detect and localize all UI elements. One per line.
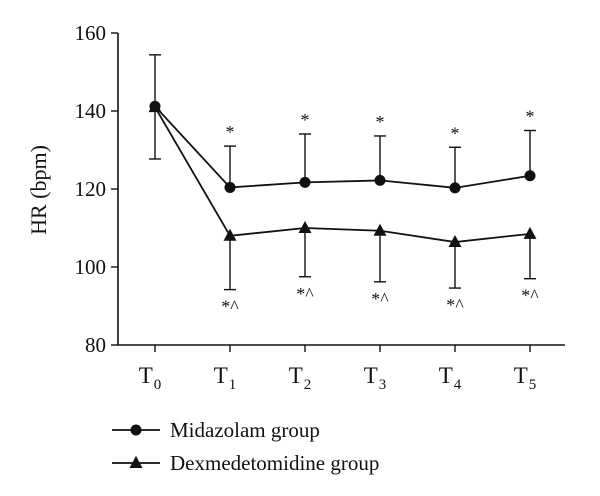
chart-series: * * * * * *^ *^ *^ *^ *^ xyxy=(148,54,539,317)
data-point-circle xyxy=(449,182,461,194)
x-tick-label: T0 xyxy=(139,363,162,393)
significance-annotation: *^ xyxy=(221,297,239,317)
x-tick-label: T5 xyxy=(514,363,537,393)
y-axis-label: HR (bpm) xyxy=(26,145,51,235)
y-tick-label: 100 xyxy=(75,255,107,279)
data-point-triangle xyxy=(223,228,237,241)
significance-annotation: * xyxy=(301,110,310,130)
legend-label: Midazolam group xyxy=(170,418,320,442)
data-point-circle xyxy=(224,181,236,193)
data-point-circle xyxy=(299,176,311,188)
data-point-triangle xyxy=(448,235,462,248)
x-tick-label: T2 xyxy=(289,363,312,393)
data-point-triangle xyxy=(373,223,387,236)
y-tick-label: 80 xyxy=(85,333,106,357)
significance-annotation: * xyxy=(451,123,460,143)
x-tick-label: T3 xyxy=(364,363,387,393)
x-tick-label: T4 xyxy=(439,363,462,393)
y-tick-label: 160 xyxy=(75,21,107,45)
legend-label: Dexmedetomidine group xyxy=(170,451,379,475)
data-point-circle xyxy=(374,174,386,186)
x-tick-subscript: 2 xyxy=(304,377,312,393)
data-point-circle xyxy=(524,170,536,182)
x-tick-label: T1 xyxy=(214,363,237,393)
significance-annotation: * xyxy=(376,112,385,132)
legend-item: Midazolam group xyxy=(112,418,320,442)
significance-annotation: * xyxy=(526,107,535,127)
x-tick-subscript: 5 xyxy=(529,377,537,393)
significance-annotation: *^ xyxy=(521,286,539,306)
significance-annotation: *^ xyxy=(371,289,389,309)
x-tick-subscript: 0 xyxy=(154,377,162,393)
chart-legend: Midazolam group Dexmedetomidine group xyxy=(112,418,379,475)
legend-item: Dexmedetomidine group xyxy=(112,451,379,475)
y-tick-label: 120 xyxy=(75,177,107,201)
series-midazolam: * * * * * xyxy=(149,54,536,194)
y-tick-label: 140 xyxy=(75,99,107,123)
legend-marker-circle xyxy=(130,424,142,436)
data-point-triangle xyxy=(523,226,537,239)
series-dexmedetomidine: *^ *^ *^ *^ *^ xyxy=(148,100,539,317)
data-point-triangle xyxy=(298,221,312,233)
chart-axes xyxy=(117,33,565,346)
x-tick-subscript: 4 xyxy=(454,377,462,393)
series-line xyxy=(154,106,531,243)
significance-annotation: *^ xyxy=(446,295,464,315)
legend-marker-triangle xyxy=(129,456,143,468)
x-axis-ticks: T0 T1 T2 T3 T4 T5 xyxy=(139,345,537,393)
x-tick-subscript: 3 xyxy=(379,377,387,393)
x-tick-subscript: 1 xyxy=(229,377,237,393)
significance-annotation: *^ xyxy=(296,284,314,304)
data-point-triangle xyxy=(148,100,162,113)
y-axis-ticks: 80 100 120 140 160 xyxy=(75,21,118,357)
significance-annotation: * xyxy=(226,122,235,142)
series-line xyxy=(154,105,531,189)
